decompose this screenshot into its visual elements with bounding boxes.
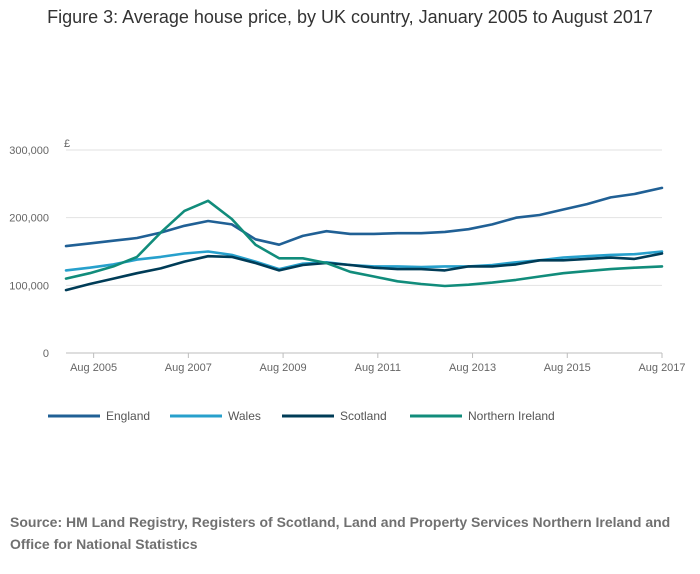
series-line-scotland [64, 252, 664, 292]
legend-label-wales: Wales [228, 409, 261, 423]
x-tick-label: Aug 2017 [638, 362, 685, 374]
y-tick-label: 100,000 [9, 280, 49, 292]
axes: 0 100,000 200,000 300,000 £ Aug 2005 Aug 2007 A… [9, 138, 685, 374]
source-note: Source: HM Land Registry, Registers of S… [10, 514, 671, 552]
x-tick-label: Aug 2005 [70, 362, 117, 374]
line-chart: 0 100,000 200,000 300,000 £ Aug 2005 Aug 2007 A… [9, 138, 685, 423]
x-tick-label: Aug 2009 [260, 362, 307, 374]
legend: England Wales Scotland Northern Ireland [48, 409, 555, 423]
legend-label-england: England [106, 409, 150, 423]
legend-label-scotland: Scotland [340, 409, 387, 423]
legend-label-northern-ireland: Northern Ireland [468, 409, 555, 423]
x-tick-label: Aug 2011 [355, 362, 401, 374]
x-tick-label: Aug 2007 [165, 362, 212, 374]
series-lines [64, 186, 664, 292]
y-axis-unit-label: £ [64, 138, 70, 150]
series-line-northern-ireland [64, 199, 664, 288]
gridlines [66, 149, 662, 354]
y-tick-label: 200,000 [9, 213, 49, 225]
x-tick-label: Aug 2015 [544, 362, 591, 374]
y-tick-label: 0 [43, 348, 49, 360]
x-tick-label: Aug 2013 [449, 362, 496, 374]
y-tick-label: 300,000 [9, 145, 49, 157]
chart-title: Figure 3: Average house price, by UK cou… [47, 7, 653, 27]
series-line-england [64, 186, 664, 248]
